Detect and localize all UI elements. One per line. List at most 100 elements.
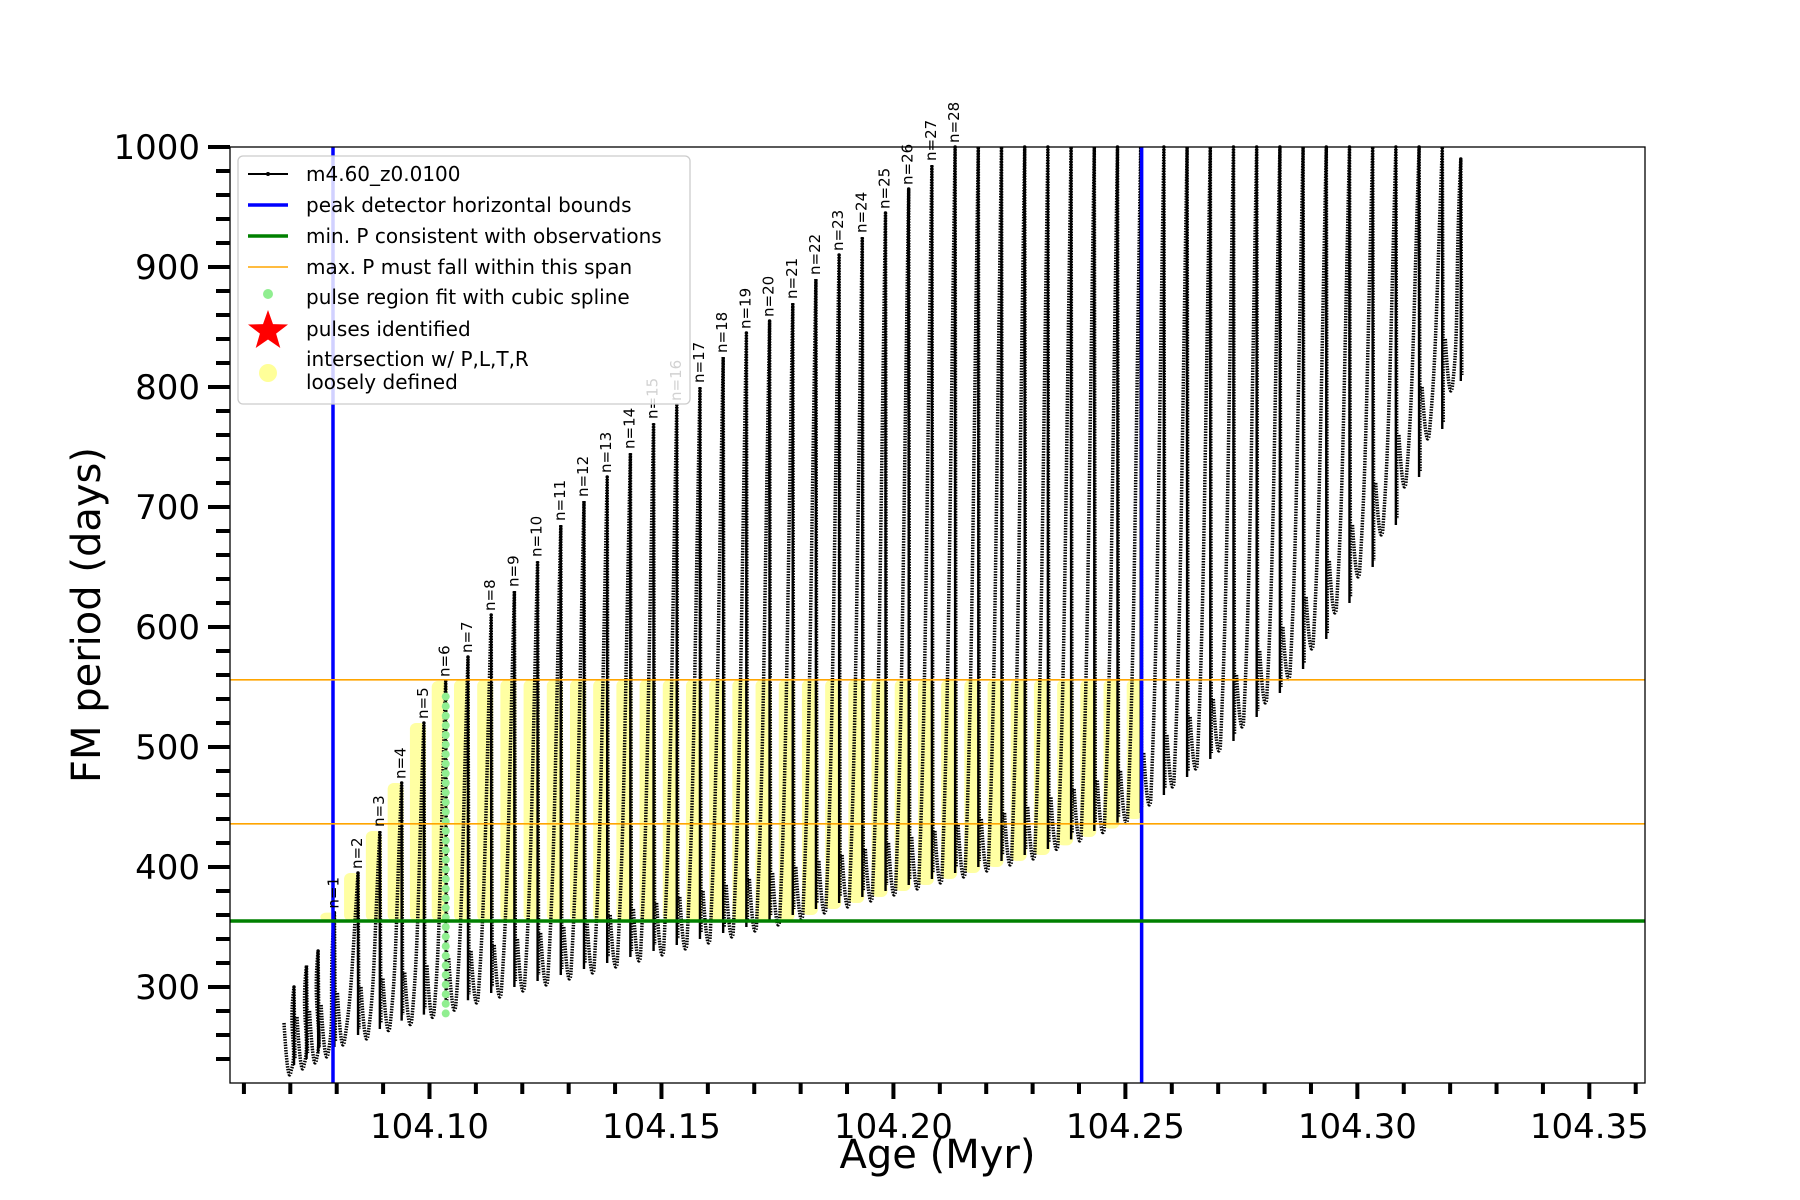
spline-point bbox=[441, 711, 450, 720]
spline-point bbox=[441, 903, 450, 912]
spline-point bbox=[441, 923, 450, 931]
model-pulse-curve bbox=[1165, 145, 1190, 789]
model-pulse-curve bbox=[492, 589, 518, 999]
spline-point bbox=[441, 865, 450, 874]
pulse-label: n=17 bbox=[690, 342, 708, 383]
pulse-label: n=18 bbox=[713, 312, 731, 353]
spline-point bbox=[441, 961, 450, 970]
spline-point bbox=[441, 836, 450, 845]
pulse-label: n=8 bbox=[481, 579, 499, 611]
pulse-label: n=4 bbox=[392, 747, 410, 779]
model-pulse-curve bbox=[1281, 145, 1306, 681]
legend-label: m4.60_z0.0100 bbox=[306, 162, 461, 186]
pulse-label: n=23 bbox=[829, 210, 847, 251]
y-tick-label: 1000 bbox=[113, 128, 200, 168]
pulse-label: n=1 bbox=[324, 877, 342, 909]
spline-point bbox=[441, 779, 450, 787]
model-pulse-curve bbox=[1025, 145, 1051, 861]
model-pulse-curve bbox=[425, 679, 449, 1020]
pulse-label: n=3 bbox=[370, 795, 388, 827]
model-pulse-curve bbox=[1373, 145, 1399, 537]
x-tick-label: 104.15 bbox=[602, 1107, 721, 1147]
spline-point bbox=[441, 999, 450, 1008]
pulse-label: n=14 bbox=[620, 408, 638, 449]
x-tick-label: 104.10 bbox=[370, 1107, 489, 1147]
spline-point bbox=[441, 798, 450, 807]
model-pulse-curve bbox=[585, 475, 610, 975]
pulse-label: n=22 bbox=[806, 234, 824, 275]
pulse-label: n=27 bbox=[922, 120, 940, 161]
legend-dot-marker bbox=[266, 172, 270, 176]
model-pulse-curve bbox=[402, 721, 427, 1027]
spline-point bbox=[441, 932, 450, 941]
model-pulse-curve bbox=[359, 829, 383, 1041]
pulse-label: n=24 bbox=[852, 192, 870, 233]
model-pulse-curve bbox=[840, 235, 866, 909]
model-pulse-curve bbox=[1118, 145, 1144, 825]
intersection-blob bbox=[409, 723, 426, 921]
spline-point bbox=[441, 846, 450, 855]
legend-label: pulses identified bbox=[306, 317, 471, 341]
intersection-blob bbox=[709, 679, 726, 921]
model-pulse-curve bbox=[538, 523, 564, 987]
pulse-label: n=21 bbox=[783, 258, 801, 299]
pulse-label: n=10 bbox=[528, 516, 546, 557]
intersection-blob bbox=[639, 679, 656, 921]
pulse-label: n=7 bbox=[458, 621, 476, 653]
spline-point bbox=[441, 951, 450, 960]
model-pulse-curve bbox=[817, 253, 842, 915]
spline-point bbox=[441, 875, 450, 883]
spline-point bbox=[441, 971, 450, 979]
model-pulse-curve bbox=[747, 319, 773, 933]
legend-label: min. P consistent with observations bbox=[306, 224, 662, 248]
legend-label: pulse region fit with cubic spline bbox=[306, 285, 630, 309]
model-pulse-curve bbox=[909, 163, 935, 891]
intersection-blob bbox=[917, 679, 934, 885]
pulse-label: n=26 bbox=[899, 144, 917, 185]
legend-dot-marker bbox=[263, 289, 273, 299]
y-tick-label: 700 bbox=[135, 488, 200, 528]
model-pulse-curve bbox=[1350, 145, 1376, 579]
intersection-blob bbox=[732, 679, 749, 921]
pulse-label: n=25 bbox=[876, 168, 894, 209]
y-tick-label: 800 bbox=[135, 368, 200, 408]
spline-point bbox=[441, 807, 450, 816]
x-tick-label: 104.30 bbox=[1298, 1107, 1417, 1147]
model-pulse-curve bbox=[446, 655, 471, 1012]
spline-point bbox=[441, 759, 450, 768]
pulse-label: n=28 bbox=[945, 102, 963, 143]
x-axis-title: Age (Myr) bbox=[840, 1132, 1036, 1178]
model-pulse-curve bbox=[335, 871, 361, 1047]
pulse-labels-layer: n=1 n=2n=3n=4 n=5n=6n=7 n=8 n=9 n=10 n=11 n=12 n… bbox=[324, 102, 963, 909]
model-pulse-curve bbox=[933, 145, 958, 885]
pulse-label: n=13 bbox=[597, 432, 615, 473]
spline-point bbox=[441, 769, 450, 778]
model-pulse-curve bbox=[654, 403, 680, 957]
plot-frame bbox=[229, 146, 1646, 1084]
model-pulse-curve bbox=[608, 451, 634, 969]
spline-point bbox=[441, 855, 450, 864]
intersection-blob bbox=[848, 679, 865, 903]
intersection-blob bbox=[546, 679, 563, 921]
y-tick-label: 500 bbox=[135, 728, 200, 768]
spline-point bbox=[441, 980, 450, 989]
model-pulse-curve bbox=[515, 559, 541, 993]
model-pulse-curve bbox=[979, 145, 1005, 873]
model-pulse-curve bbox=[701, 355, 726, 945]
pulse-label: n=2 bbox=[348, 837, 366, 869]
y-tick-label: 300 bbox=[135, 968, 200, 1008]
model-pulse-curve bbox=[1141, 145, 1167, 807]
model-pulse-curve bbox=[1257, 145, 1283, 705]
pulse-label: n=9 bbox=[504, 555, 522, 587]
legend-label: loosely defined bbox=[306, 370, 458, 394]
model-pulse-curve bbox=[1049, 145, 1074, 852]
spline-point bbox=[441, 990, 450, 999]
intersection-blob bbox=[964, 679, 981, 873]
spline-point bbox=[441, 1009, 450, 1018]
pulse-label: n=12 bbox=[574, 456, 592, 497]
spline-point bbox=[441, 721, 450, 730]
spline-point bbox=[441, 942, 450, 951]
spline-fit-layer bbox=[441, 692, 450, 1018]
